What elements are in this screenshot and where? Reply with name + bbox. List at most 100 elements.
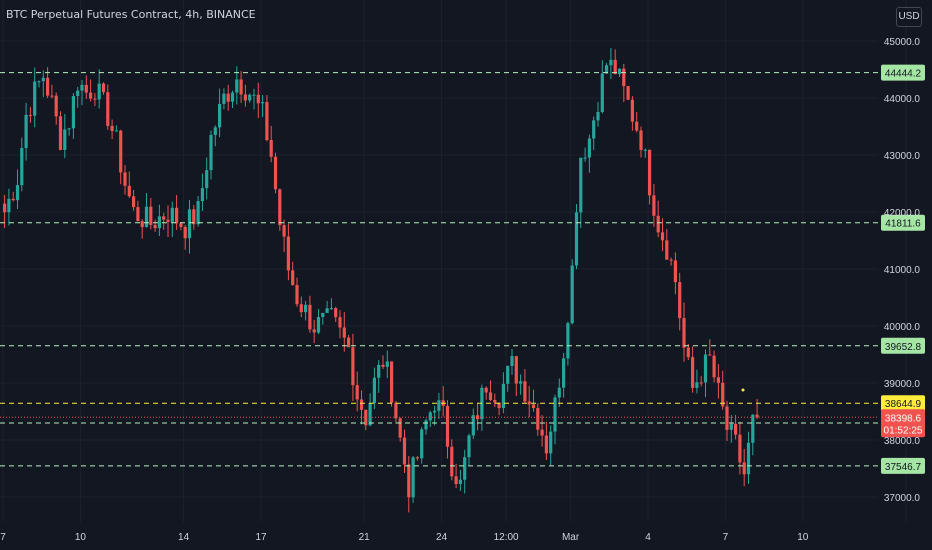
candle-body [699, 382, 703, 384]
level-label: 39652.8 [885, 342, 922, 353]
candle-body [46, 77, 50, 96]
candle-body [316, 316, 321, 333]
candle-body [445, 405, 450, 447]
candle-body [351, 347, 355, 386]
horizontal-levels: 44444.241811.639652.838644.938299.037546… [0, 64, 925, 474]
countdown-label: 01:52:25 [884, 425, 923, 436]
candle-body [738, 434, 742, 463]
candle-body [605, 65, 609, 74]
candle-body [557, 387, 561, 398]
candle-body [716, 377, 720, 383]
candle-body [261, 102, 265, 104]
y-tick-label: 38000.0 [884, 436, 921, 447]
candle-body [273, 156, 278, 190]
y-tick-label: 43000.0 [884, 151, 921, 162]
candle-body [312, 329, 316, 333]
candle-body [656, 215, 660, 233]
candle-body [222, 93, 226, 104]
candle-body [488, 392, 493, 400]
candle-body [458, 479, 462, 485]
candle-body [630, 99, 634, 122]
candle-body [76, 90, 80, 96]
candle-body [501, 383, 505, 409]
candle-body [420, 429, 424, 459]
candle-body [729, 423, 733, 430]
candle-body [519, 381, 523, 384]
candle-body [364, 409, 368, 426]
candle-body [570, 265, 574, 324]
level-label-bg [881, 395, 925, 412]
candle-body [467, 435, 471, 458]
candle-body [411, 457, 415, 498]
candle-body [93, 98, 97, 100]
candle-body [372, 377, 376, 404]
candle-body [243, 94, 247, 101]
candle-body [58, 116, 63, 150]
level-label: 44444.2 [885, 69, 922, 80]
candle-body [574, 212, 579, 266]
currency-button[interactable]: USD [896, 7, 922, 27]
candle-body [433, 410, 437, 413]
candle-body [308, 304, 312, 330]
candle-body [269, 140, 273, 157]
candle-body [329, 308, 333, 310]
chart-title: BTC Perpetual Futures Contract, 4h, BINA… [6, 8, 256, 21]
candle-body [695, 382, 699, 388]
candle-body [377, 364, 381, 378]
y-tick-label: 42000.0 [884, 208, 921, 219]
candle-body [28, 114, 32, 116]
axes: 37000.0 38000.0 39000.0 40000.0 41000.0 42000… [0, 37, 920, 543]
candle-body [334, 308, 338, 318]
candle-body [33, 81, 37, 116]
candle-body [355, 385, 359, 400]
candle-body [50, 95, 54, 97]
candle-body [746, 442, 751, 475]
grid [0, 0, 907, 522]
candle-body [531, 404, 536, 409]
candle-body [299, 304, 303, 313]
candle-body [24, 114, 28, 149]
level-label-bg [881, 457, 925, 474]
candle-body [282, 225, 286, 237]
candle-body [149, 206, 153, 225]
candle-body [523, 381, 527, 402]
candle-body [37, 81, 41, 83]
candle-body [230, 92, 235, 102]
candle-body [660, 232, 665, 241]
x-tick-label: Mar [562, 532, 580, 543]
candle-body [437, 400, 441, 411]
candle-body [751, 414, 755, 443]
candle-body [734, 423, 738, 435]
candle-body [755, 414, 759, 418]
candle-body [144, 206, 149, 228]
candle-body [248, 94, 252, 101]
candle-body [665, 240, 669, 260]
candle-body [463, 457, 467, 480]
candle-body [652, 195, 656, 216]
candle-body [390, 361, 394, 403]
candle-body [596, 112, 600, 121]
candle-body [725, 406, 729, 430]
candle-body [63, 129, 67, 150]
candle-body [587, 138, 591, 158]
candle-body [381, 364, 385, 367]
candle-body [291, 270, 295, 285]
candle-body [11, 198, 15, 201]
candle-body [106, 92, 110, 126]
candle-body [153, 224, 157, 229]
x-tick-label: 21 [359, 532, 371, 543]
level-label: 37546.7 [885, 462, 922, 473]
level-label-bg [881, 64, 925, 81]
candle-body [101, 83, 106, 93]
candle-body [278, 189, 282, 226]
x-tick-label: 10 [797, 532, 809, 543]
candle-body [617, 68, 622, 75]
candle-body [527, 401, 531, 405]
x-tick-label: 4 [645, 532, 651, 543]
candle-body [669, 259, 673, 261]
candle-body [286, 236, 290, 271]
candle-body [454, 476, 458, 485]
candle-body [325, 308, 329, 313]
